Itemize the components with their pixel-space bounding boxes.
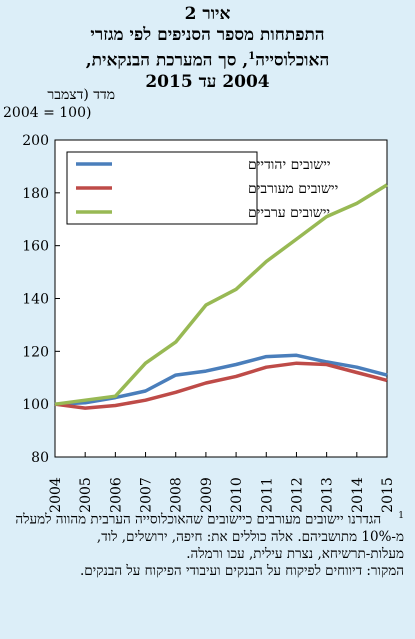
- title-line-4: 2004 עד 2015: [145, 71, 270, 92]
- footnote-source: המקור: דיווחים לפיקוח על הבנקים ועיבודי …: [79, 562, 404, 579]
- x-tick-label: 2008: [169, 477, 185, 513]
- x-tick-label: 2004: [48, 477, 64, 513]
- x-tick-label: 2012: [289, 477, 305, 513]
- title-line-3: האוכלוסייה1, סך המערכת הבנקאית,: [0, 46, 415, 72]
- y-tick-label: 160: [22, 239, 49, 255]
- x-tick-label: 2007: [139, 477, 155, 513]
- footnote-1: 1 הגדרנו יישובים מעורבים כיישובים שהאוכל…: [12, 508, 404, 563]
- y-axis-label-line-1: מדד (דצמבר: [47, 87, 115, 103]
- x-tick-label: 2010: [229, 477, 245, 513]
- title-footnote-marker: 1: [248, 51, 256, 62]
- x-axis: 2004 2005 2006 2007 2008 2009 2010 2011 2012 2013…: [48, 452, 396, 513]
- x-tick-label: 2005: [78, 477, 94, 513]
- x-tick-label: 2011: [259, 477, 275, 513]
- x-tick-label: 2013: [320, 477, 336, 513]
- y-tick-label: 120: [22, 344, 49, 360]
- legend-label: יישובים מעורבים: [248, 181, 338, 197]
- title-line-3b: , סך המערכת הבנקאית,: [85, 50, 249, 71]
- footnotes: 1 הגדרנו יישובים מעורבים כיישובים שהאוכל…: [12, 508, 404, 580]
- footnote-marker: 1: [398, 511, 404, 521]
- y-tick-label: 200: [22, 133, 49, 149]
- y-axis-label-line-2: 2004 = 100): [3, 105, 92, 121]
- x-tick-label: 2006: [108, 477, 124, 513]
- y-tick-label: 140: [22, 292, 49, 308]
- title-line-1: איור 2: [184, 4, 231, 24]
- series-lines: [54, 183, 388, 410]
- y-tick-label: 100: [22, 397, 49, 413]
- x-tick-label: 2015: [380, 477, 396, 513]
- x-tick-label: 2014: [350, 477, 366, 513]
- footnote-text: הגדרנו יישובים מעורבים כיישובים שהאוכלוס…: [15, 511, 404, 562]
- x-tick-label: 2009: [199, 477, 215, 513]
- chart-title: איור 2 התפתחות מספר הסניפים לפי מגזרי הא…: [0, 4, 415, 93]
- y-axis: 80 100 120 140 160 180 200: [22, 133, 60, 466]
- legend: יישובים יהודיים יישובים מעורבים יישובים ער…: [66, 151, 338, 225]
- series-line: [54, 183, 388, 406]
- title-line-3a: האוכלוסייה: [255, 50, 330, 71]
- series-line: [54, 361, 388, 410]
- y-axis-label: מדד (דצמבר 2004 = 100): [0, 86, 115, 122]
- legend-label: יישובים יהודיים: [248, 157, 331, 173]
- legend-label: יישובים ערביים: [248, 205, 330, 221]
- y-tick-label: 80: [31, 450, 49, 466]
- title-line-2: התפתחות מספר הסניפים לפי מגזרי: [90, 25, 325, 45]
- y-tick-label: 180: [22, 186, 49, 202]
